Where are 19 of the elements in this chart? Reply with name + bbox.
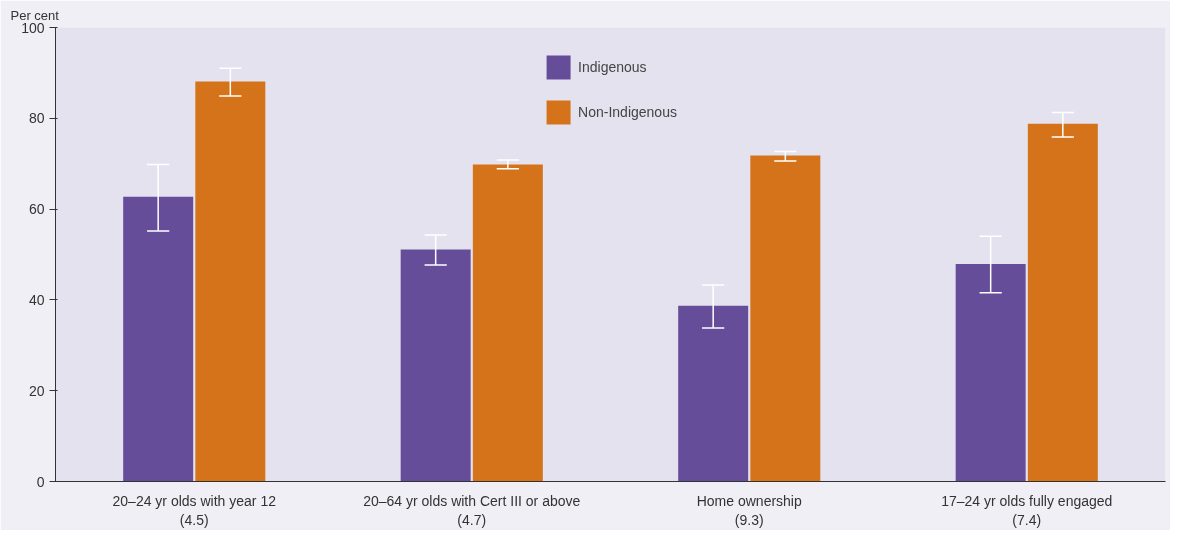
x-tick-label: Home ownership (9.3) bbox=[696, 492, 802, 528]
x-tick-label: 20–24 yr olds with year 12 (4.5) bbox=[112, 492, 277, 528]
legend-label: Non-Indigenous bbox=[578, 104, 677, 120]
y-tick-label: 40 bbox=[28, 291, 45, 308]
bar bbox=[678, 305, 749, 482]
y-tick-label: 0 bbox=[36, 473, 45, 490]
x-tick-label: 17–24 yr olds fully engaged (7.4) bbox=[941, 492, 1113, 528]
bar bbox=[1027, 123, 1098, 482]
bar bbox=[472, 164, 543, 482]
bar bbox=[195, 81, 266, 482]
bar bbox=[400, 249, 471, 482]
bar bbox=[123, 196, 194, 482]
legend-label: Indigenous bbox=[578, 59, 647, 75]
y-tick-label: 20 bbox=[28, 382, 45, 399]
bar bbox=[955, 264, 1026, 482]
y-tick-label: 60 bbox=[28, 201, 45, 218]
x-tick-label: 20–64 yr olds with Cert III or above (4.7) bbox=[363, 492, 581, 528]
bar bbox=[750, 155, 821, 482]
y-tick-label: 80 bbox=[28, 110, 45, 127]
